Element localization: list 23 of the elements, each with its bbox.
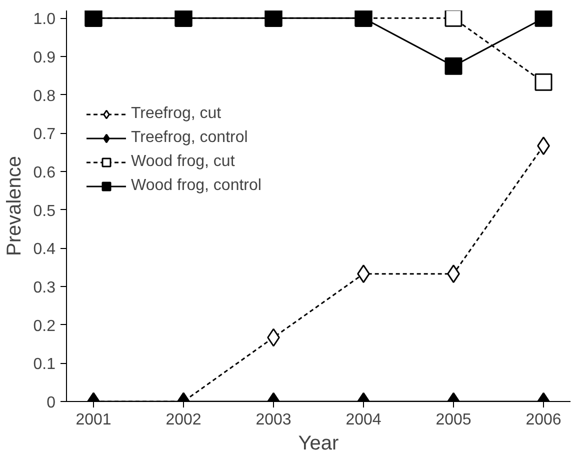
x-tick-label: 2005 (436, 412, 472, 428)
y-tick-label: 0.3 (33, 280, 56, 296)
y-tick-label: 0.5 (33, 202, 56, 220)
y-tick-label: 0.4 (33, 241, 56, 258)
x-tick-label: 2002 (166, 412, 202, 428)
legend-label: Wood frog, cut (131, 153, 235, 171)
y-axis-title: Prevalence (3, 156, 26, 256)
y-tick-label: 0.6 (33, 164, 56, 182)
y-tick-label: 0.9 (33, 50, 56, 66)
legend-label: Treefrog, control (131, 129, 248, 147)
legend-label: Treefrog, cut (131, 105, 222, 123)
y-tick-label: 1.0 (33, 11, 56, 28)
legend-label: Wood frog, control (131, 177, 262, 195)
y-tick-label: 0.7 (33, 126, 56, 144)
y-tick-label: 0 (46, 394, 56, 412)
y-tick-label: 0.1 (33, 356, 56, 374)
x-tick-label: 2004 (346, 412, 382, 428)
x-tick-label: 2006 (526, 412, 562, 428)
x-axis-title: Year (298, 432, 340, 454)
x-tick-label: 2003 (256, 412, 292, 428)
y-tick-label: 0.8 (33, 88, 56, 105)
y-tick-label: 0.2 (33, 318, 56, 335)
x-tick-label: 2001 (76, 412, 112, 428)
